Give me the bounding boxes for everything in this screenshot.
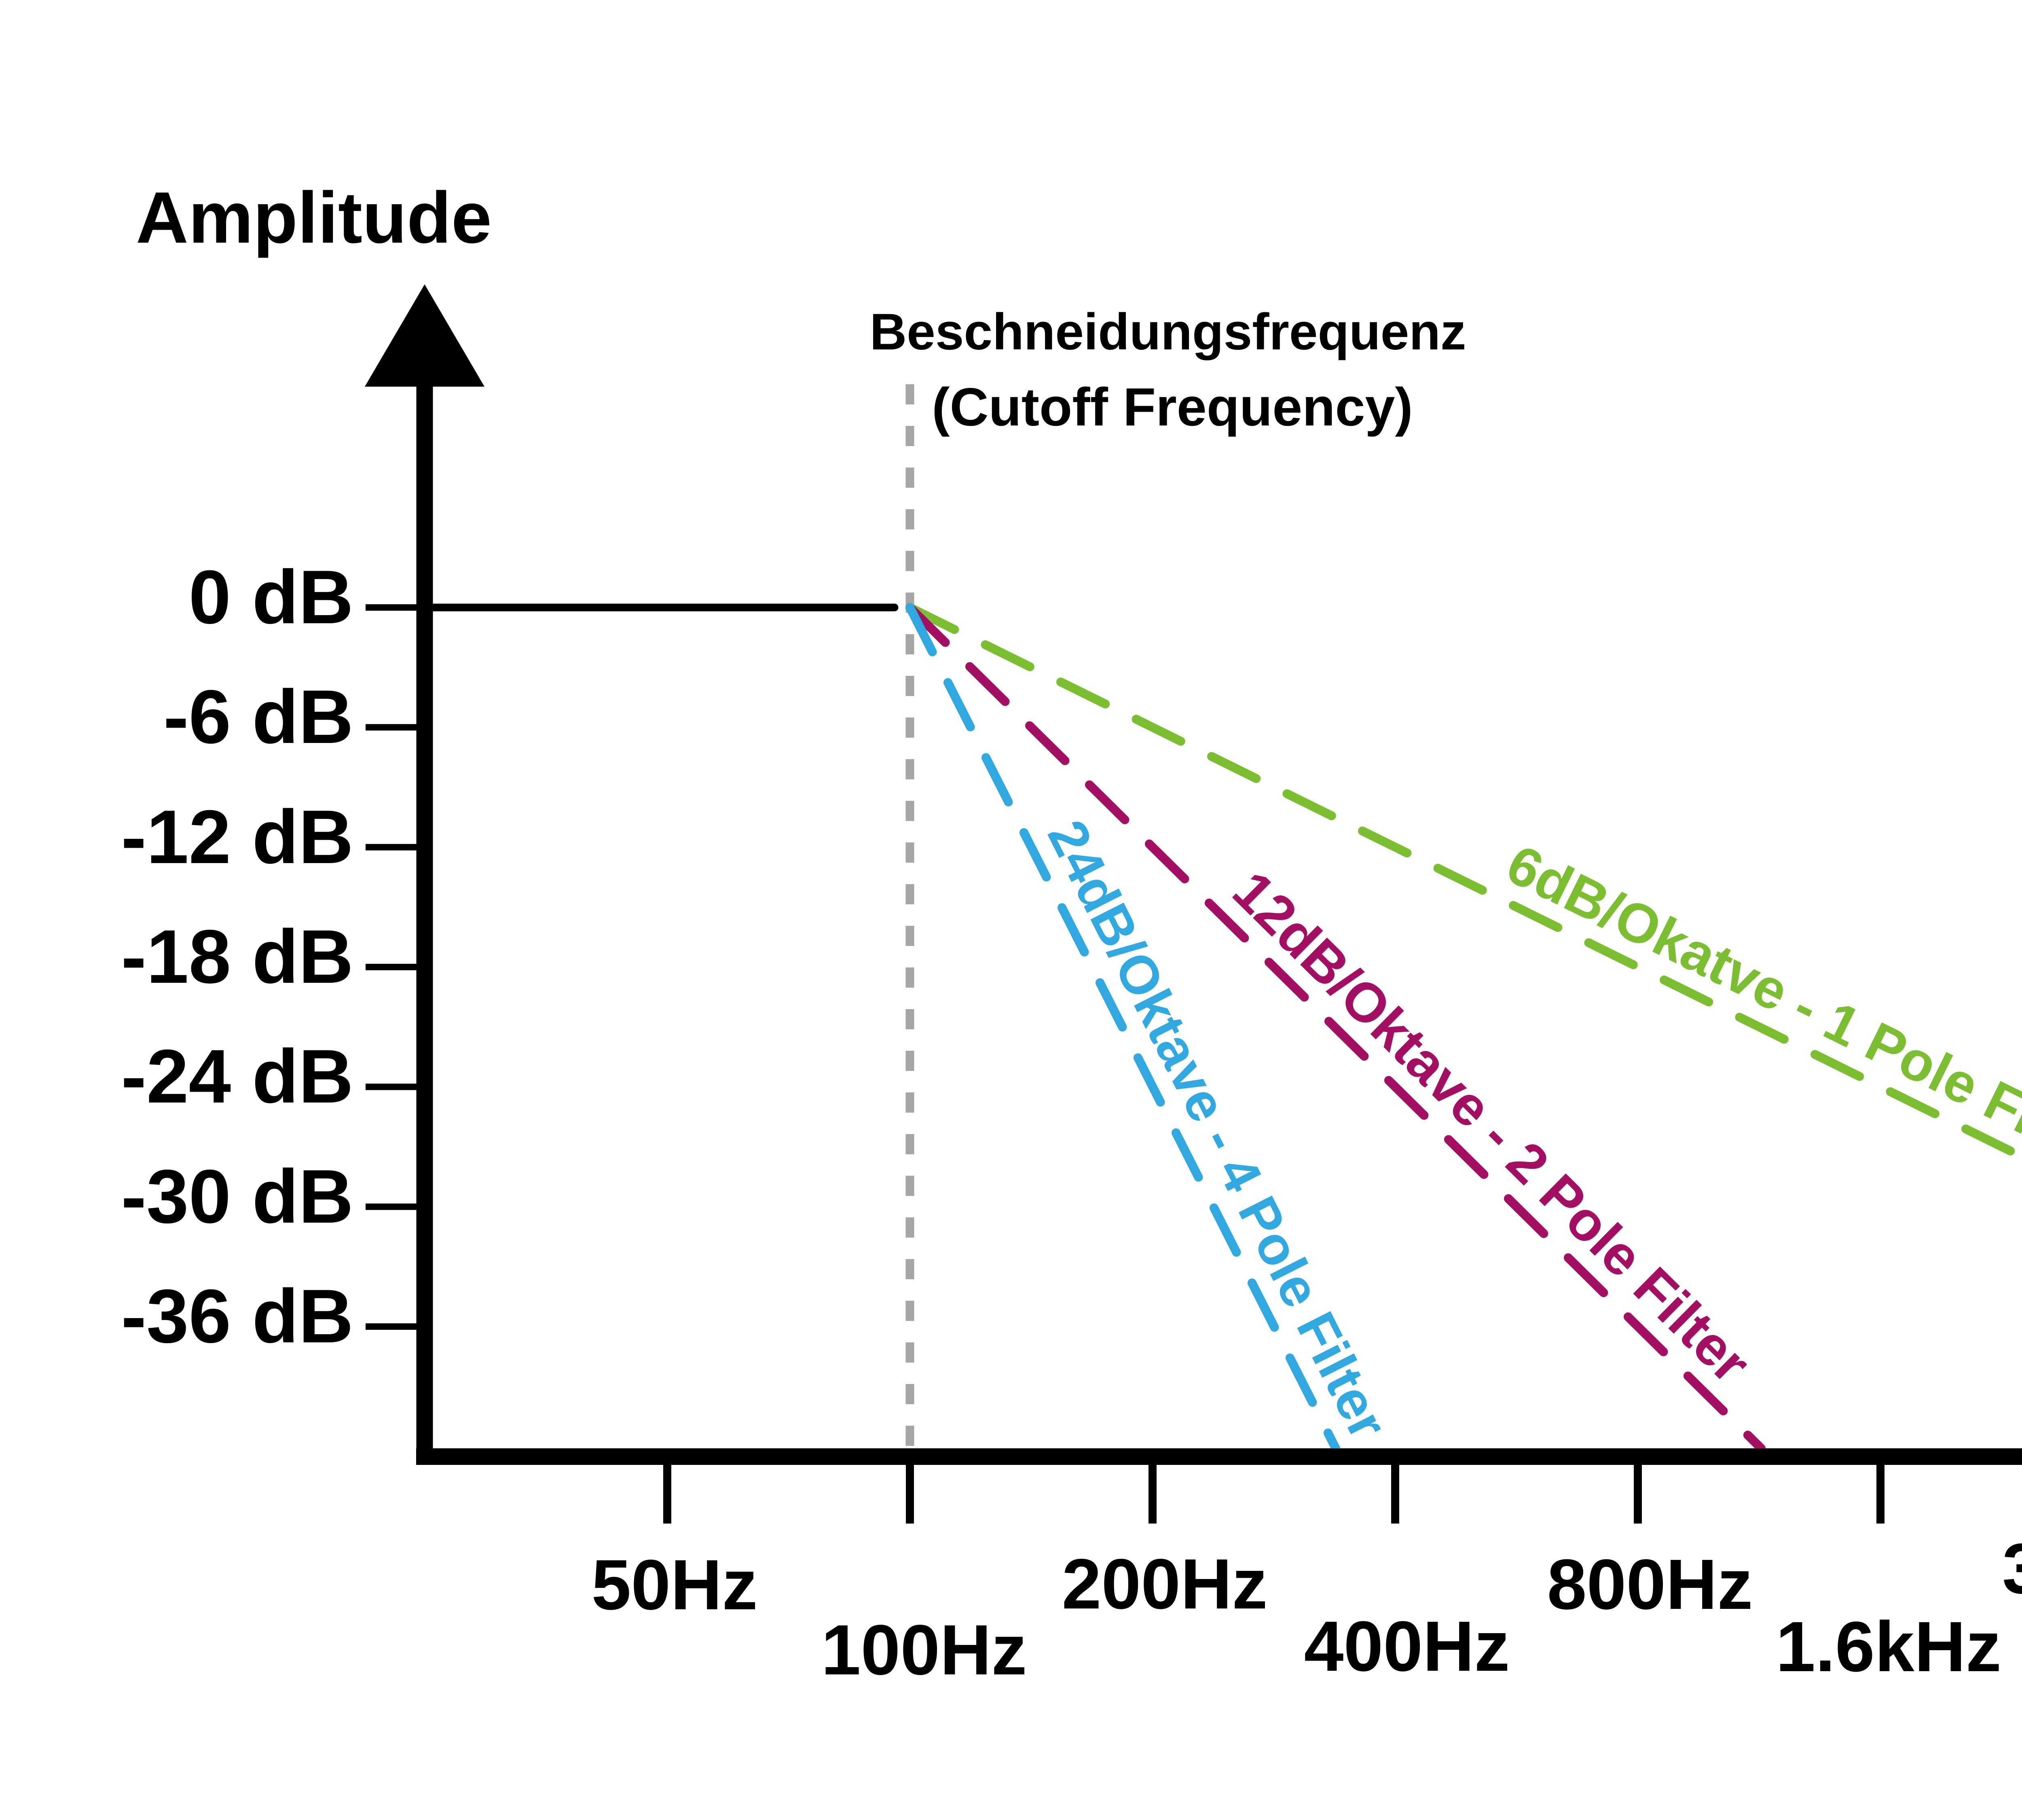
svg-text:200Hz: 200Hz: [1062, 1545, 1268, 1624]
svg-text:50Hz: 50Hz: [592, 1545, 758, 1625]
svg-text:-36 dB: -36 dB: [121, 1274, 353, 1359]
svg-text:800Hz: 800Hz: [1547, 1545, 1753, 1624]
svg-text:0 dB: 0 dB: [189, 554, 353, 639]
svg-text:400Hz: 400Hz: [1304, 1607, 1510, 1686]
svg-text:3.2kHz: 3.2kHz: [2002, 1529, 2022, 1608]
svg-text:1.6kHz: 1.6kHz: [1776, 1607, 2001, 1687]
svg-text:-24 dB: -24 dB: [121, 1034, 353, 1119]
svg-text:Amplitude: Amplitude: [136, 177, 492, 258]
svg-text:-18 dB: -18 dB: [121, 914, 353, 999]
svg-text:100Hz: 100Hz: [821, 1610, 1027, 1690]
svg-text:-12 dB: -12 dB: [121, 794, 353, 879]
svg-text:-6 dB: -6 dB: [163, 674, 353, 759]
svg-text:-30 dB: -30 dB: [121, 1154, 353, 1239]
svg-text:(Cutoff Frequency): (Cutoff Frequency): [932, 377, 1413, 437]
svg-text:Beschneidungsfrequenz: Beschneidungsfrequenz: [870, 303, 1466, 360]
